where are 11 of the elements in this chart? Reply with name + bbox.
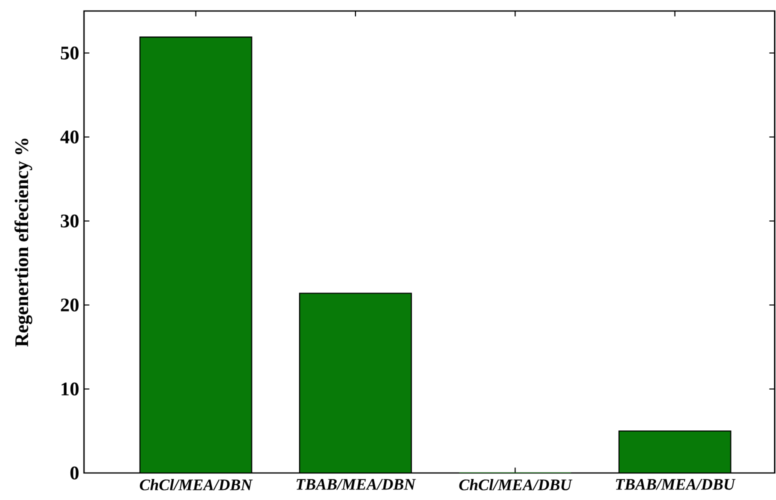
x-tick-label: TBAB/MEA/DBN [296,479,416,490]
y-axis-title: Regenertion effeciency % [14,138,32,347]
x-tick-label: TBAB/MEA/DBU [616,479,736,490]
y-tick-label: 20 [60,298,79,312]
x-tick-label: ChCl/MEA/DBN [140,479,253,490]
y-tick-label: 40 [60,130,79,144]
y-tick-label: 0 [70,466,79,480]
y-tick-label: 50 [60,46,79,60]
y-tick-label: 30 [60,214,79,228]
y-tick-label: 10 [62,382,79,396]
x-tick-label: ChCl/MEA/DBU [459,479,572,490]
